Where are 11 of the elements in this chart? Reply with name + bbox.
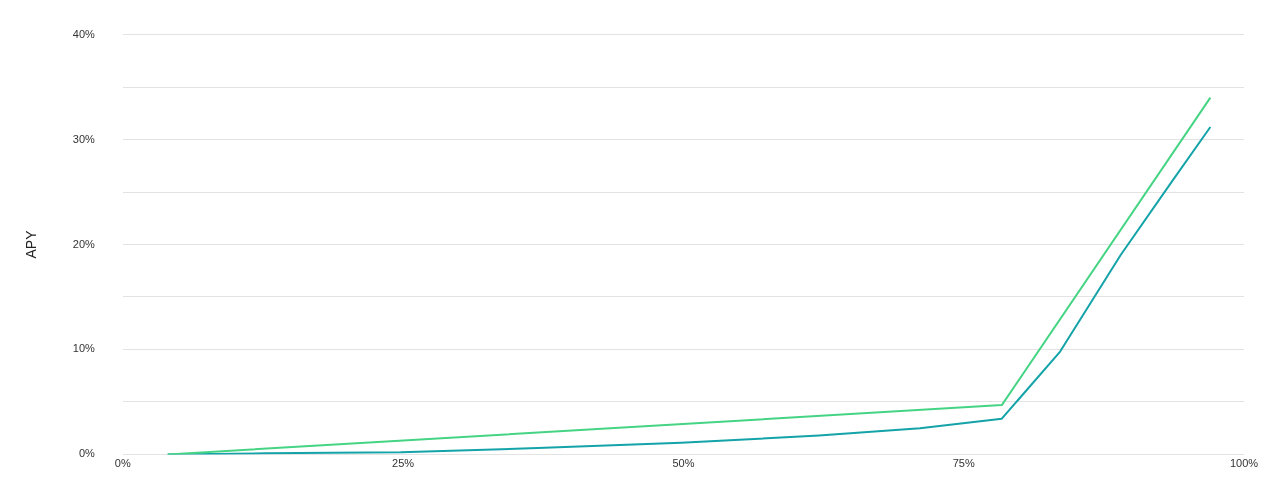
y-tick-label: 40% [72, 27, 96, 40]
y-tick-label: 20% [72, 237, 96, 250]
y-tick-label: 0% [78, 447, 96, 460]
y-tick-label: 30% [72, 132, 96, 145]
x-tick-label: 100% [1229, 457, 1259, 470]
x-tick-label: 0% [114, 457, 131, 470]
x-tick-label: 25% [392, 457, 415, 470]
y-tick-label: 10% [72, 342, 96, 355]
x-tick-label: 75% [952, 457, 975, 470]
y-axis-title: APY [23, 229, 40, 259]
x-tick-label: 50% [672, 457, 695, 470]
